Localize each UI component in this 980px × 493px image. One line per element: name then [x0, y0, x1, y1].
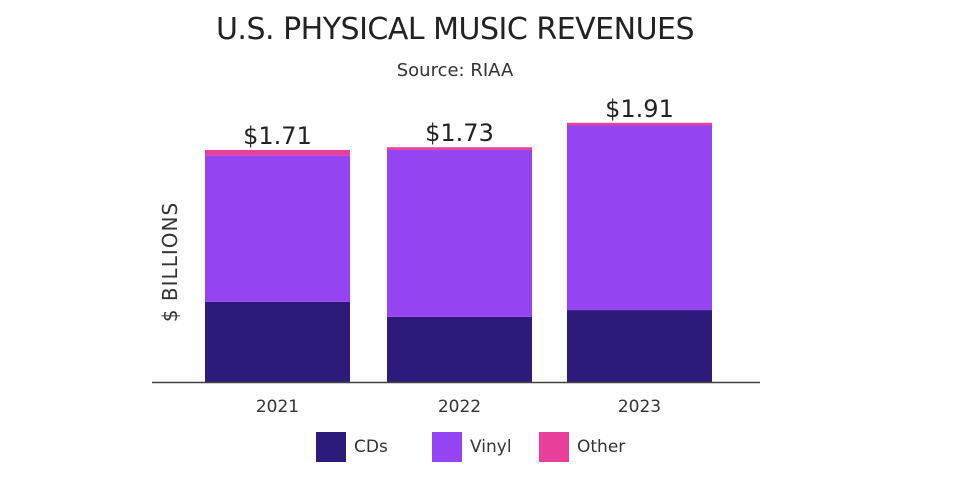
- total-label-2021: $1.71: [243, 122, 312, 150]
- bar-other-2021: [205, 149, 350, 156]
- x-tick-label-2023: 2023: [618, 397, 661, 417]
- bar-cds-2021: [205, 301, 350, 382]
- chart-subtitle: Source: RIAA: [396, 60, 514, 81]
- legend-item-cds: CDs: [316, 432, 388, 462]
- legend-label: Other: [577, 437, 626, 457]
- x-tick-label-2022: 2022: [438, 397, 481, 417]
- total-label-2023: $1.91: [605, 95, 674, 123]
- total-label-2022: $1.73: [425, 119, 494, 147]
- bar-other-2023: [567, 122, 712, 126]
- x-tick-label-2021: 2021: [256, 397, 299, 417]
- legend-label: CDs: [354, 437, 388, 457]
- legend-item-vinyl: Vinyl: [432, 432, 512, 462]
- chart-title: U.S. PHYSICAL MUSIC REVENUES: [215, 12, 695, 47]
- legend-item-other: Other: [539, 432, 625, 462]
- legend-label: Vinyl: [470, 437, 512, 457]
- legend-swatch-cds: [316, 432, 346, 462]
- legend-swatch-vinyl: [432, 432, 462, 462]
- bar-other-2022: [387, 147, 532, 150]
- bar-cds-2023: [567, 310, 712, 382]
- legend-swatch-other: [539, 432, 569, 462]
- bar-vinyl-2023: [567, 125, 712, 311]
- bar-cds-2022: [387, 316, 532, 382]
- bar-vinyl-2022: [387, 149, 532, 317]
- bar-vinyl-2021: [205, 155, 350, 302]
